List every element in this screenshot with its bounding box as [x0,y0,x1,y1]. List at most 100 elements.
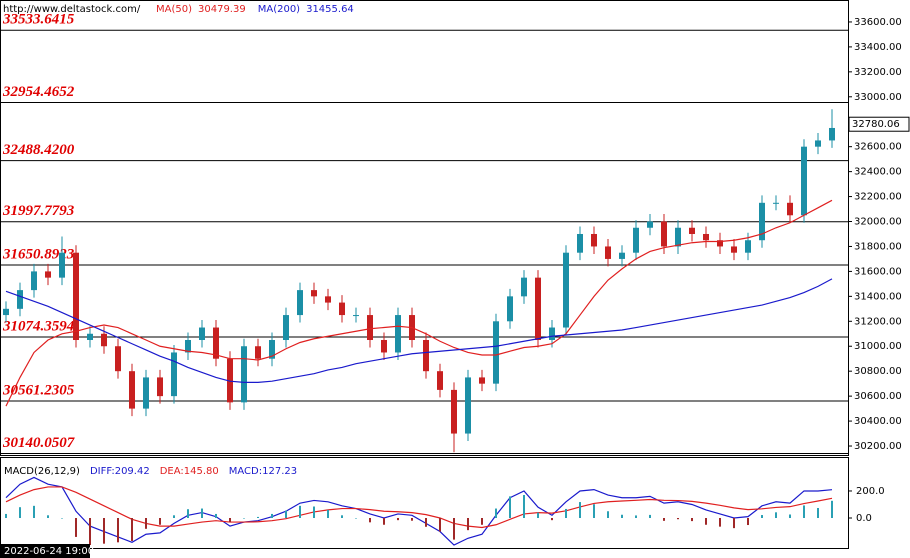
macd-bar [187,509,189,518]
y-tick-label: 30400.00 [854,416,902,427]
macd-bar [621,514,623,518]
macd-bar [355,518,357,519]
macd-bar [33,505,35,518]
macd-bar [537,512,539,518]
candle-body [31,271,37,291]
macd-readout: MACD(26,12,9) DIFF:209.42 DEA:145.80 MACD:1… [4,466,297,477]
macd-bar [159,518,161,525]
macd-bar [425,518,427,527]
candle-body [339,302,345,316]
macd-bar [229,518,231,523]
y-tick-label: 32400.00 [854,167,902,178]
candle-body [731,246,737,253]
y-tick-label: 32200.00 [854,192,902,203]
candle-body [465,377,471,434]
candle-body [605,246,611,259]
candle-body [213,327,219,359]
candle-body [227,358,233,403]
macd-bar [61,518,63,519]
ma50-value: 30479.39 [198,4,246,15]
macd-bar [663,518,665,521]
candle-body [591,233,597,247]
candle-body [717,240,723,247]
macd-bar [775,512,777,518]
macd-bar [75,518,77,537]
candle-body [73,252,79,341]
candle-body [549,327,555,341]
macd-line [5,486,833,529]
candle-body [171,352,177,397]
y-tick-label: 30800.00 [854,366,902,377]
candle-body [325,296,331,303]
price-tag-label: 32780.06 [852,119,900,130]
candle-body [87,333,93,341]
macd-bar [103,518,105,544]
y-tick-label: 31800.00 [854,241,902,252]
macd-bar [719,518,721,527]
y-tick-label: 200.0 [856,486,885,497]
macd-bar [579,502,581,518]
y-tick-label: 32600.00 [854,142,902,153]
macd-bar [47,515,49,518]
ma200-value: 31455.64 [306,4,354,15]
level-label: 33533.6415 [2,12,75,28]
y-tick-label: 0.0 [856,513,872,524]
macd-bar [215,513,217,518]
macd-bar [453,518,455,540]
macd-title: MACD(26,12,9) [4,466,80,477]
macd-bar [635,515,637,518]
ma200-name: MA(200) [258,4,300,15]
candle-body [283,315,289,341]
macd-bar [397,518,399,521]
ma50-name: MA(50) [156,4,192,15]
candle-body [619,252,625,259]
candle-body [801,146,807,216]
macd-bar [341,515,343,518]
candle-body [507,296,513,322]
level-label: 30561.2305 [2,382,75,398]
y-tick-label: 33200.00 [854,67,902,78]
candle-body [703,233,709,241]
y-tick-label: 31400.00 [854,291,902,302]
macd-bar [299,505,301,518]
y-tick-label: 32000.00 [854,217,902,228]
macd-bar [565,508,567,518]
candle-body [661,221,667,247]
macd-value: 127.23 [262,466,297,477]
cursor-time-box [0,544,90,558]
macd-bar [691,518,693,522]
level-label: 32954.4652 [2,84,75,100]
macd-bar [285,510,287,518]
candle-body [129,371,135,409]
candle-body [437,371,443,390]
level-label: 31997.7793 [2,203,75,219]
candle-body [451,389,457,434]
macd-bar [313,506,315,518]
macd-bar [5,513,7,518]
candle-body [521,277,527,297]
macd-bar [383,518,385,525]
candle-body [269,340,275,359]
macd-bar [145,518,147,529]
macd-bar [467,518,469,531]
macd-bar [803,505,805,518]
candle-body [759,202,765,241]
macd-name: MACD: [229,466,262,477]
macd-bar [733,518,735,529]
diff-value: 209.42 [115,466,150,477]
candle-body [241,346,247,403]
candle-body [297,290,303,316]
macd-bar [495,508,497,518]
macd-bar [649,514,651,518]
candle-body [3,308,9,316]
candle-body [45,271,51,278]
candle-body [577,233,583,253]
candle-body [311,290,317,297]
candle-body [255,346,261,359]
macd-bar [173,515,175,518]
candle-body [745,240,751,253]
candle-body [647,221,653,228]
candle-body [535,277,541,341]
candle-body [773,202,779,204]
